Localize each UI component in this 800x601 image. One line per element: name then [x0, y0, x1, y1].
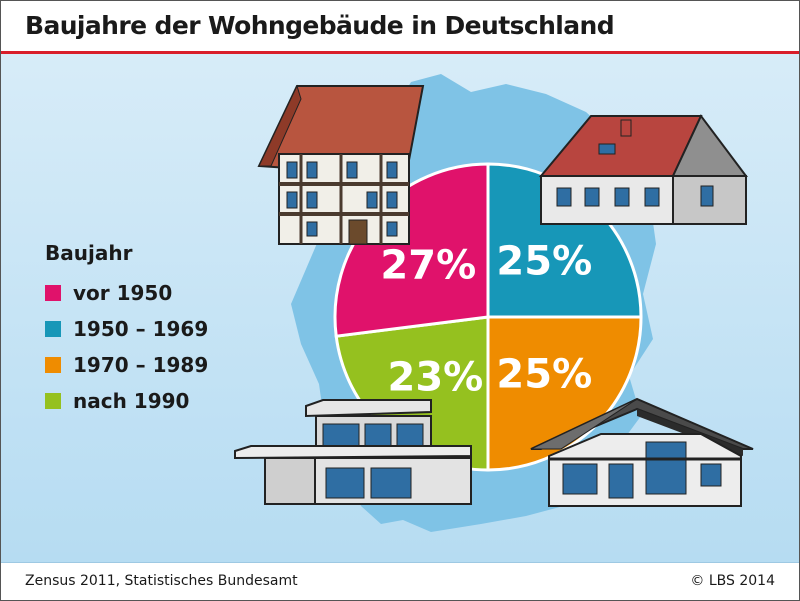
pie-chart-illustration: 25% 25% 23% 27%: [234, 74, 754, 532]
pie-slice-label: 25%: [496, 351, 592, 397]
pie-slice-label: 23%: [388, 355, 484, 401]
gabled-house-icon: [538, 114, 748, 225]
pie: 25% 25% 23% 27%: [333, 162, 643, 472]
copyright: © LBS 2014: [690, 573, 775, 589]
pie-slice-label: 25%: [496, 239, 592, 285]
modern-house-icon: [530, 397, 754, 507]
title-bar: Baujahre der Wohngebäude in Deutschland: [1, 1, 799, 54]
legend-label: nach 1990: [73, 389, 190, 413]
legend-label: 1970 – 1989: [73, 353, 209, 377]
legend-swatch: [45, 393, 61, 409]
legend-swatch: [45, 285, 61, 301]
legend: Baujahr vor 1950 1950 – 1969 1970 – 1989…: [45, 241, 208, 419]
legend-item-1950-1969: 1950 – 1969: [45, 311, 208, 347]
pie-slice-label: 27%: [380, 242, 476, 288]
legend-swatch: [45, 357, 61, 373]
legend-item-nach-1990: nach 1990: [45, 383, 208, 419]
flat-roof-house-icon: [234, 399, 472, 505]
legend-swatch: [45, 321, 61, 337]
source-credit: Zensus 2011, Statistisches Bundesamt: [25, 573, 298, 589]
legend-title: Baujahr: [45, 241, 133, 265]
page-title: Baujahre der Wohngebäude in Deutschland: [25, 11, 615, 40]
legend-item-1970-1989: 1970 – 1989: [45, 347, 208, 383]
half-timbered-house-icon: [257, 84, 425, 245]
footer: Zensus 2011, Statistisches Bundesamt © L…: [1, 562, 799, 600]
legend-label: 1950 – 1969: [73, 317, 209, 341]
legend-item-vor-1950: vor 1950: [45, 275, 208, 311]
legend-label: vor 1950: [73, 281, 173, 305]
